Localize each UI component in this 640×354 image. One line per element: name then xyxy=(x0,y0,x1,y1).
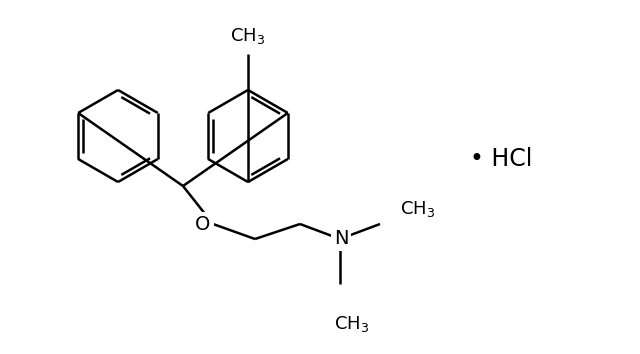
Text: CH$_3$: CH$_3$ xyxy=(230,26,266,46)
Text: CH$_3$: CH$_3$ xyxy=(334,314,370,334)
Text: N: N xyxy=(333,229,348,249)
Text: CH$_3$: CH$_3$ xyxy=(400,199,435,219)
Text: • HCl: • HCl xyxy=(470,147,532,171)
Text: O: O xyxy=(195,215,211,234)
